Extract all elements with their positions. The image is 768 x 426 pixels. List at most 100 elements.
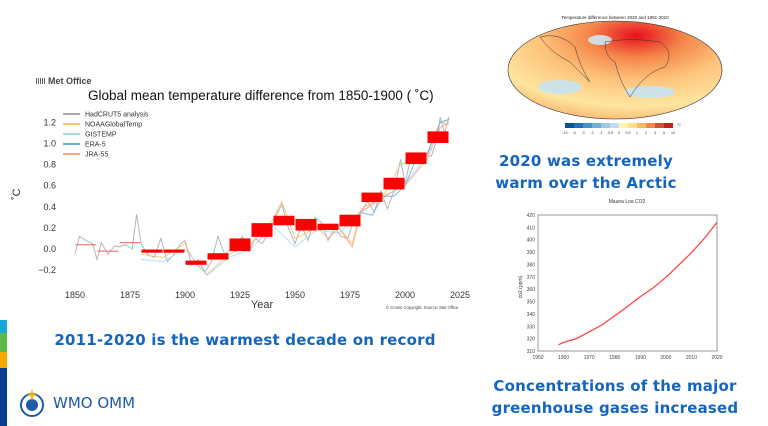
- colorbar-label: 0: [618, 131, 620, 135]
- decadal-mean-bar: [185, 260, 207, 265]
- met-office-logo: Met Office: [36, 76, 92, 86]
- y-tick-label: 0.6: [43, 181, 56, 191]
- map-title: Temperature difference between 2020 and …: [561, 15, 669, 20]
- copyright-credit: © Crown Copyright. Source: Met Office: [386, 305, 459, 310]
- y-tick-label: 1.0: [43, 139, 56, 149]
- brand-strip-orange: [0, 352, 7, 368]
- x-tick-label: 2020: [711, 355, 722, 361]
- colorbar-cell: [601, 123, 610, 128]
- series-line: [312, 121, 450, 249]
- colorbar-unit: °C: [677, 123, 681, 127]
- decadal-mean-bar: [97, 250, 119, 252]
- cool-region-atlantic: [588, 35, 612, 45]
- colorbar-label: -5: [572, 131, 575, 135]
- ghg-caption: Concentrations of the major greenhouse g…: [491, 377, 739, 417]
- decadal-mean-bar: [229, 238, 251, 252]
- decadal-mean-bar: [75, 244, 97, 246]
- x-tick-label: 1990: [635, 355, 646, 361]
- x-tick-label: 1875: [120, 290, 140, 300]
- decadal-mean-bar: [361, 192, 383, 203]
- x-tick-label: 1960: [558, 355, 569, 361]
- wmo-logo: WMO OMM: [17, 388, 135, 418]
- x-tick-label: 1900: [175, 290, 195, 300]
- colorbar-label: 0.5: [626, 131, 631, 135]
- colorbar-label: 3: [654, 131, 656, 135]
- cool-region-indian-ocean: [625, 86, 675, 98]
- y-tick-label: 0.2: [43, 223, 56, 233]
- decadal-mean-bar: [405, 152, 427, 165]
- y-tick-label: 330: [527, 324, 536, 330]
- colorbar-label: -3: [581, 131, 584, 135]
- colorbar-cell: [583, 123, 592, 128]
- colorbar-cell: [574, 123, 583, 128]
- y-tick-label: 360: [527, 287, 536, 293]
- decadal-mean-bar: [273, 215, 295, 226]
- co2-y-axis-label: co2 (ppm): [518, 275, 524, 298]
- colorbar-cell: [664, 123, 673, 128]
- met-office-icon: [36, 78, 46, 84]
- decade-caption: 2011-2020 is the warmest decade on recor…: [54, 331, 436, 349]
- x-tick-label: 1950: [285, 290, 305, 300]
- colorbar-cell: [628, 123, 637, 128]
- colorbar-label: -0.5: [607, 131, 613, 135]
- x-tick-label: 1850: [65, 290, 85, 300]
- decadal-mean-bar: [383, 177, 405, 190]
- colorbar-label: -10: [562, 131, 567, 135]
- y-tick-label: 310: [527, 349, 536, 355]
- chart-title: Global mean temperature difference from …: [88, 88, 434, 103]
- decadal-mean-bar: [251, 223, 273, 237]
- y-tick-label: 320: [527, 337, 536, 343]
- decadal-mean-bar: [163, 249, 185, 253]
- co2-chart: Mauna Loa CO2 co2 (ppm) 1950 1960 1970 1980…: [518, 199, 723, 361]
- decadal-mean-bar: [207, 253, 229, 260]
- brand-strip-green: [0, 333, 7, 352]
- y-tick-label: 0.0: [43, 244, 56, 254]
- colorbar-label: 5: [663, 131, 665, 135]
- x-tick-label: 2000: [395, 290, 415, 300]
- legend-label: HadCRUT5 analysis: [85, 112, 149, 119]
- legend-label: GISTEMP: [85, 132, 117, 139]
- x-tick-label: 1970: [584, 355, 595, 361]
- decadal-mean-bar: [119, 242, 141, 244]
- decadal-mean-bar: [339, 214, 361, 227]
- co2-chart-title: Mauna Loa CO2: [609, 199, 646, 205]
- co2-series-line: [558, 222, 718, 346]
- decadal-mean-bar: [317, 223, 339, 231]
- legend-label: ERA-5: [85, 142, 106, 149]
- y-axis-label: ˚C: [11, 188, 23, 200]
- y-tick-label: −0.2: [38, 265, 56, 275]
- x-tick-label: 1980: [609, 355, 620, 361]
- brand-strip-cyan: [0, 320, 7, 333]
- temperature-map-panel: Temperature difference between 2020 and …: [500, 12, 730, 137]
- y-tick-label: 0.4: [43, 202, 56, 212]
- legend-label: NOAAGlobalTemp: [85, 122, 142, 129]
- y-tick-label: 420: [527, 213, 536, 219]
- colorbar-cell: [610, 123, 619, 128]
- y-tick-label: 400: [527, 238, 536, 244]
- y-tick-label: 350: [527, 300, 536, 306]
- coastlines: [539, 35, 670, 98]
- colorbar-cell: [592, 123, 601, 128]
- decadal-mean-bar: [295, 218, 317, 231]
- colorbar-label: -2: [590, 131, 593, 135]
- temperature-chart: Global mean temperature difference from …: [11, 88, 470, 311]
- cool-region-pacific: [538, 80, 582, 94]
- y-tick-label: 1.2: [43, 117, 56, 127]
- colorbar-label: 10: [671, 131, 675, 135]
- legend-label: JRA-55: [85, 152, 108, 159]
- x-axis-label: Year: [251, 299, 274, 311]
- colorbar-cell: [565, 123, 574, 128]
- y-tick-label: 0.8: [43, 160, 56, 170]
- series-line: [140, 119, 450, 277]
- colorbar-cell: [655, 123, 664, 128]
- colorbar-label: -1: [599, 131, 602, 135]
- x-tick-label: 1950: [532, 355, 543, 361]
- y-tick-label: 390: [527, 250, 536, 256]
- y-tick-label: 370: [527, 275, 536, 281]
- y-tick-label: 380: [527, 262, 536, 268]
- world-map: [507, 20, 723, 120]
- series-line: [74, 116, 450, 274]
- x-tick-label: 2025: [450, 290, 470, 300]
- x-tick-label: 1975: [340, 290, 360, 300]
- temperature-anomaly-map: Temperature difference between 2020 and …: [507, 15, 723, 135]
